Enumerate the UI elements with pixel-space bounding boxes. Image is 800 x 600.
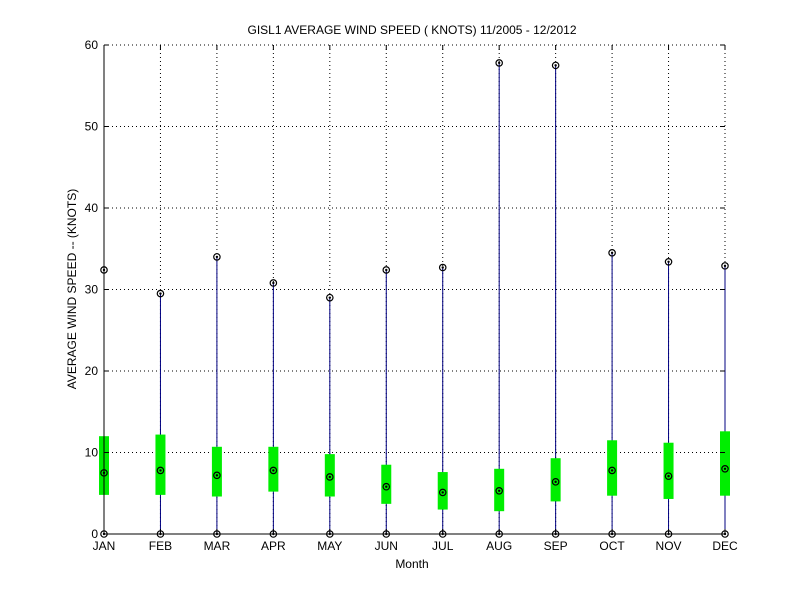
max-marker-dot-may xyxy=(328,296,332,299)
mean-marker-mar xyxy=(213,471,221,480)
y-tick-label: 10 xyxy=(85,446,99,460)
max-marker-mar xyxy=(213,253,221,261)
mean-marker-aug xyxy=(495,487,503,495)
max-marker-jun xyxy=(382,266,391,274)
max-marker-aug xyxy=(495,59,503,67)
mean-marker-dot-oct xyxy=(610,469,614,472)
max-marker-dot-oct xyxy=(610,251,614,255)
x-tick-label: SEP xyxy=(544,539,568,553)
max-marker-dot-sep xyxy=(554,64,557,67)
y-tick-label: 30 xyxy=(85,283,99,297)
box-apr xyxy=(268,446,279,492)
x-tick-label: DEC xyxy=(712,539,738,553)
max-marker-dot-jul xyxy=(441,266,444,269)
max-marker-may xyxy=(326,293,334,302)
max-marker-oct xyxy=(608,249,616,257)
mean-marker-dot-jul xyxy=(441,491,444,494)
box-feb xyxy=(155,434,166,495)
mean-marker-nov xyxy=(664,472,673,480)
x-tick-label: JAN xyxy=(93,539,116,553)
mean-marker-jun xyxy=(382,482,391,491)
max-marker-dot-feb xyxy=(159,292,162,295)
box-jul xyxy=(437,472,448,510)
max-marker-dot-aug xyxy=(497,61,501,65)
box-nov xyxy=(663,442,674,499)
y-tick-label: 40 xyxy=(85,201,99,215)
mean-marker-dec xyxy=(721,464,729,473)
mean-marker-dot-feb xyxy=(159,469,162,472)
mean-marker-may xyxy=(326,473,334,481)
mean-marker-dot-aug xyxy=(497,489,501,493)
y-tick-label: 20 xyxy=(85,364,99,378)
x-tick-label: OCT xyxy=(599,539,625,553)
x-tick-label: JUL xyxy=(432,539,454,553)
mean-marker-oct xyxy=(608,466,616,475)
x-tick-label: AUG xyxy=(486,539,512,553)
y-tick-label: 60 xyxy=(85,38,99,52)
axes-layer: 0 10 20 30 40 50 60 JAN FEB MAR APR MAY JUN JUL AUG SEP… xyxy=(85,38,738,553)
box-may xyxy=(324,454,335,497)
max-marker-dot-jun xyxy=(385,268,388,272)
chart-title: GISL1 AVERAGE WIND SPEED ( KNOTS) 11/200… xyxy=(247,23,576,37)
y-tick-label: 50 xyxy=(85,120,99,134)
max-marker-feb xyxy=(156,289,165,298)
x-tick-label: JUN xyxy=(375,539,398,553)
mean-marker-dot-may xyxy=(328,475,332,479)
y-tick-label: 0 xyxy=(91,527,98,541)
max-marker-dot-dec xyxy=(723,264,727,268)
mean-marker-sep xyxy=(551,478,560,486)
x-tick-label: MAR xyxy=(204,539,231,553)
box-oct xyxy=(607,440,618,496)
mean-marker-dot-apr xyxy=(272,469,275,472)
mean-marker-apr xyxy=(269,466,278,475)
x-tick-label: NOV xyxy=(656,539,682,553)
max-marker-dot-apr xyxy=(272,281,275,285)
max-marker-dot-mar xyxy=(215,255,219,259)
box-jun xyxy=(381,464,392,504)
mean-marker-dot-mar xyxy=(215,474,219,477)
y-axis-title: AVERAGE WIND SPEED -- (KNOTS) xyxy=(65,189,79,389)
mean-marker-dot-sep xyxy=(554,480,557,484)
max-marker-apr xyxy=(269,279,278,287)
x-axis-title: Month xyxy=(395,557,428,571)
max-marker-dec xyxy=(721,262,729,270)
x-tick-label: FEB xyxy=(149,539,172,553)
box-sep xyxy=(550,458,561,502)
x-tick-label: APR xyxy=(261,539,286,553)
x-tick-label: MAY xyxy=(317,539,342,553)
max-marker-sep xyxy=(551,61,560,70)
mean-marker-dot-jun xyxy=(385,485,388,488)
max-marker-jul xyxy=(438,263,447,272)
box-dec xyxy=(720,431,730,496)
mean-marker-dot-nov xyxy=(667,474,670,478)
max-marker-dot-nov xyxy=(667,260,670,263)
mean-marker-jul xyxy=(438,488,447,497)
mean-marker-dot-dec xyxy=(723,467,727,470)
mean-marker-feb xyxy=(156,466,165,475)
max-marker-nov xyxy=(664,257,673,266)
